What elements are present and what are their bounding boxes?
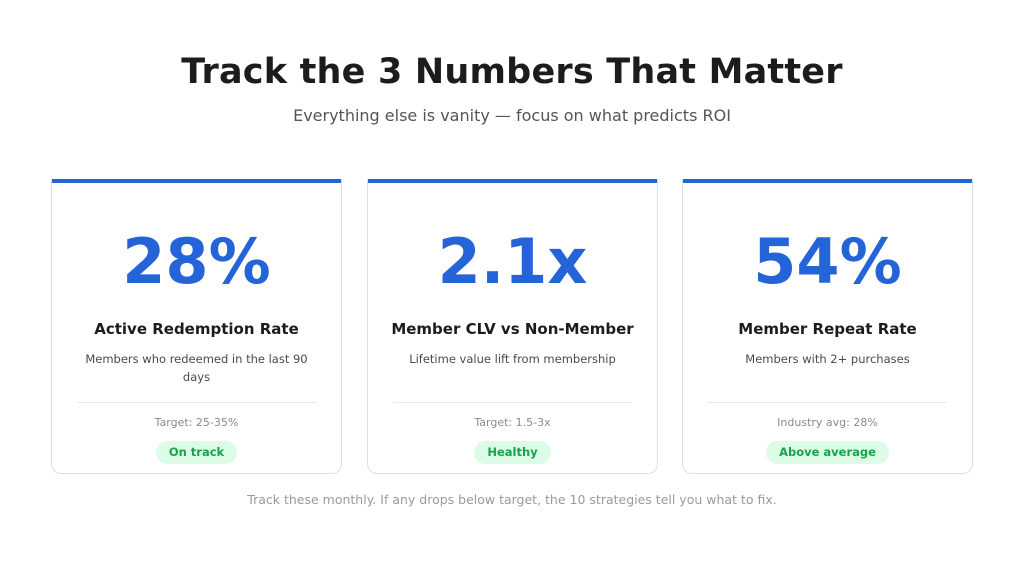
page-subtitle: Everything else is vanity — focus on wha… xyxy=(293,106,731,125)
card-divider xyxy=(708,402,947,403)
footer-note: Track these monthly. If any drops below … xyxy=(247,492,777,507)
metric-description: Members who redeemed in the last 90 days xyxy=(85,352,308,384)
metric-target: Target: 25-35% xyxy=(154,416,239,429)
card-accent-bar xyxy=(368,179,657,183)
metric-card-repeat-rate: 54% Member Repeat Rate Members with 2+ p… xyxy=(682,179,973,474)
status-badge-wrap: On track xyxy=(52,441,341,464)
status-badge: Above average xyxy=(766,441,889,464)
status-badge-wrap: Above average xyxy=(683,441,972,464)
metric-description: Lifetime value lift from membership xyxy=(409,352,616,366)
status-badge-wrap: Healthy xyxy=(368,441,657,464)
metric-cards: 28% Active Redemption Rate Members who r… xyxy=(51,179,973,474)
card-accent-bar xyxy=(683,179,972,183)
metric-value: 2.1x xyxy=(437,225,588,298)
status-badge: On track xyxy=(155,441,238,464)
metric-target: Industry avg: 28% xyxy=(777,416,878,429)
metric-card-redemption: 28% Active Redemption Rate Members who r… xyxy=(51,179,342,474)
card-divider xyxy=(77,402,316,403)
page-title: Track the 3 Numbers That Matter xyxy=(181,52,843,92)
metric-value: 54% xyxy=(753,225,902,298)
metric-label: Member Repeat Rate xyxy=(738,320,917,338)
metric-target: Target: 1.5-3x xyxy=(474,416,551,429)
metric-value: 28% xyxy=(122,225,271,298)
metric-label: Active Redemption Rate xyxy=(94,320,299,338)
status-badge: Healthy xyxy=(474,441,551,464)
card-divider xyxy=(393,402,632,403)
metric-label: Member CLV vs Non-Member xyxy=(391,320,634,338)
metric-description: Members with 2+ purchases xyxy=(745,352,910,366)
metric-card-clv: 2.1x Member CLV vs Non-Member Lifetime v… xyxy=(367,179,658,474)
card-accent-bar xyxy=(52,179,341,183)
